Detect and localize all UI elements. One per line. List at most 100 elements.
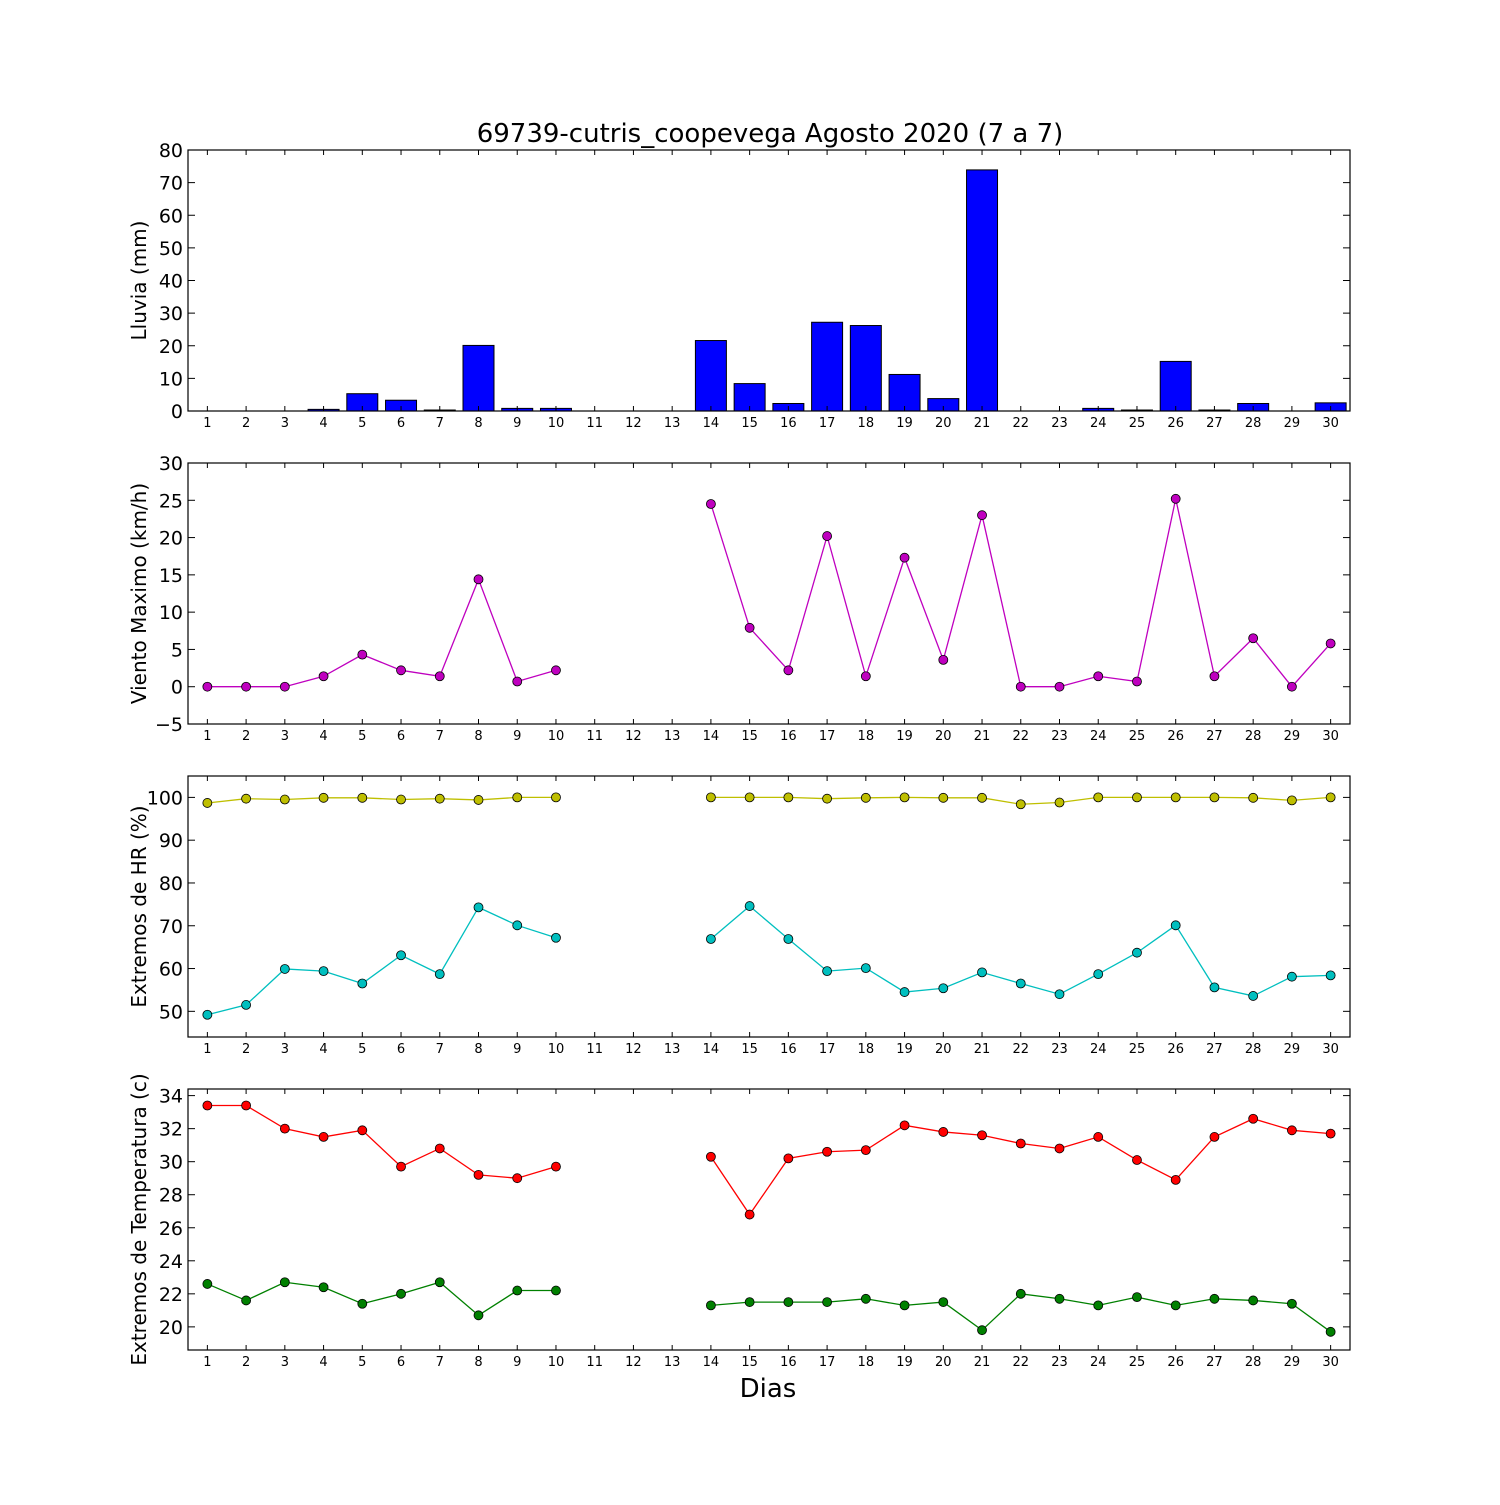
series-1-point-day-8: [473, 1169, 484, 1180]
series-1-point-day-16: [783, 792, 794, 803]
series-1-point-day-26: [1170, 792, 1181, 803]
series-1-point-day-22: [1015, 681, 1026, 692]
panel-1: 1 2 3 4 5 6 7 8 9 10 11 12 13 14 15 16 17 18 19 20 21 22 23 24 2…: [127, 140, 1351, 431]
x-tick-label: 15: [741, 1355, 758, 1370]
x-tick-label: 14: [703, 416, 720, 431]
bar-day-8: [462, 344, 495, 412]
y-tick-label: 25: [159, 490, 183, 512]
series-2-point-day-30: [1325, 1326, 1336, 1337]
series-1-point-day-17: [822, 1146, 832, 1157]
x-tick-label: 3: [281, 1042, 289, 1057]
x-tick-label: 19: [896, 416, 913, 431]
series-1-point-day-21: [977, 1130, 987, 1141]
x-tick-label: 22: [1012, 1355, 1029, 1370]
y-tick-label: 10: [159, 602, 183, 624]
series-1-point-day-26: [1170, 1174, 1181, 1185]
series-2-point-day-22: [1015, 1288, 1026, 1299]
series-1-point-day-8: [473, 574, 484, 585]
x-tick-label: 28: [1245, 1355, 1262, 1370]
x-tick-label: 18: [858, 416, 875, 431]
series-2-point-day-17: [822, 966, 832, 977]
y-tick-label: −5: [155, 714, 183, 736]
series-1-point-day-19: [899, 792, 910, 803]
series-2-point-day-20: [938, 1297, 949, 1307]
x-tick-label: 16: [780, 1042, 797, 1057]
x-tick-label: 18: [858, 1355, 875, 1370]
x-tick-label: 21: [974, 416, 991, 431]
x-tick-label: 5: [358, 1042, 366, 1057]
bar-day-26: [1159, 360, 1192, 412]
x-tick-label: 29: [1284, 1355, 1301, 1370]
series-2-point-day-14: [706, 934, 716, 944]
series-2-point-day-26: [1170, 1300, 1181, 1311]
series-2-point-day-8: [473, 1310, 484, 1321]
x-tick-label: 7: [436, 1042, 444, 1057]
series-2-point-day-24: [1093, 1300, 1104, 1311]
series-1-point-day-24: [1093, 792, 1104, 803]
series-2-line-segment-1: [207, 1281, 556, 1317]
series-1-point-day-29: [1287, 1125, 1297, 1136]
series-1-point-day-5: [357, 1125, 368, 1136]
x-tick-label: 20: [935, 729, 952, 744]
series-1-point-day-21: [977, 510, 987, 521]
x-tick-label: 14: [703, 729, 720, 744]
x-tick-label: 18: [858, 1042, 875, 1057]
series-1-point-day-2: [241, 681, 252, 692]
x-tick-label: 2: [242, 1042, 250, 1057]
x-tick-label: 20: [935, 1355, 952, 1370]
panel-1-y-axis-label: Lluvia (mm): [127, 221, 151, 341]
x-tick-label: 6: [397, 729, 405, 744]
x-tick-label: 19: [896, 1355, 913, 1370]
series-1-point-day-25: [1132, 792, 1142, 803]
x-tick-label: 30: [1322, 729, 1339, 744]
x-tick-label: 24: [1090, 1355, 1107, 1370]
series-2-point-day-22: [1015, 978, 1026, 989]
series-2-point-day-7: [434, 1277, 445, 1288]
x-tick-label: 7: [436, 1355, 444, 1370]
x-tick-label: 9: [513, 729, 521, 744]
series-2-point-day-4: [318, 1282, 329, 1293]
series-1-point-day-5: [357, 792, 368, 803]
series-1-point-day-6: [396, 1161, 406, 1172]
x-tick-label: 27: [1206, 416, 1223, 431]
x-tick-label: 3: [281, 1355, 289, 1370]
series-1-point-day-4: [318, 792, 329, 803]
series-2-point-day-16: [783, 1297, 794, 1307]
series-2-point-day-9: [512, 1285, 523, 1296]
x-tick-label: 26: [1167, 1042, 1184, 1057]
series-1-point-day-14: [706, 1151, 716, 1162]
series-1-point-day-3: [279, 681, 290, 692]
x-tick-label: 4: [319, 1355, 327, 1370]
y-tick-label: 60: [159, 205, 183, 227]
series-1-line-segment-1: [207, 796, 556, 804]
x-tick-label: 5: [358, 1355, 366, 1370]
y-tick-label: 0: [171, 401, 183, 423]
x-tick-label: 12: [625, 729, 642, 744]
x-tick-label: 25: [1129, 729, 1146, 744]
x-tick-label: 27: [1206, 729, 1223, 744]
x-tick-label: 15: [741, 729, 758, 744]
series-2-point-day-19: [899, 1300, 910, 1311]
series-1-point-day-23: [1054, 797, 1065, 808]
series-2-point-day-14: [706, 1300, 716, 1311]
series-1-point-day-19: [899, 1120, 910, 1131]
series-2-point-day-21: [977, 967, 987, 978]
series-1-point-day-3: [279, 794, 290, 805]
series-1-point-day-26: [1170, 493, 1181, 504]
series-1-point-day-18: [860, 671, 871, 682]
y-tick-label: 15: [159, 565, 183, 587]
series-1-point-day-10: [551, 792, 561, 803]
x-tick-label: 11: [586, 416, 603, 431]
x-tick-label: 25: [1129, 1355, 1146, 1370]
series-2-point-day-28: [1248, 1295, 1259, 1306]
x-tick-label: 8: [474, 1355, 482, 1370]
x-tick-label: 29: [1284, 416, 1301, 431]
series-1-point-day-24: [1093, 1132, 1104, 1142]
x-tick-label: 3: [281, 416, 289, 431]
x-tick-label: 17: [819, 1042, 836, 1057]
series-1-point-day-17: [822, 793, 832, 804]
y-tick-label: 60: [159, 959, 183, 981]
chart-title: 69739-cutris_coopevega Agosto 2020 (7 a …: [477, 119, 1064, 149]
series-1-point-day-28: [1248, 1113, 1259, 1124]
series-2-point-day-29: [1287, 971, 1297, 982]
